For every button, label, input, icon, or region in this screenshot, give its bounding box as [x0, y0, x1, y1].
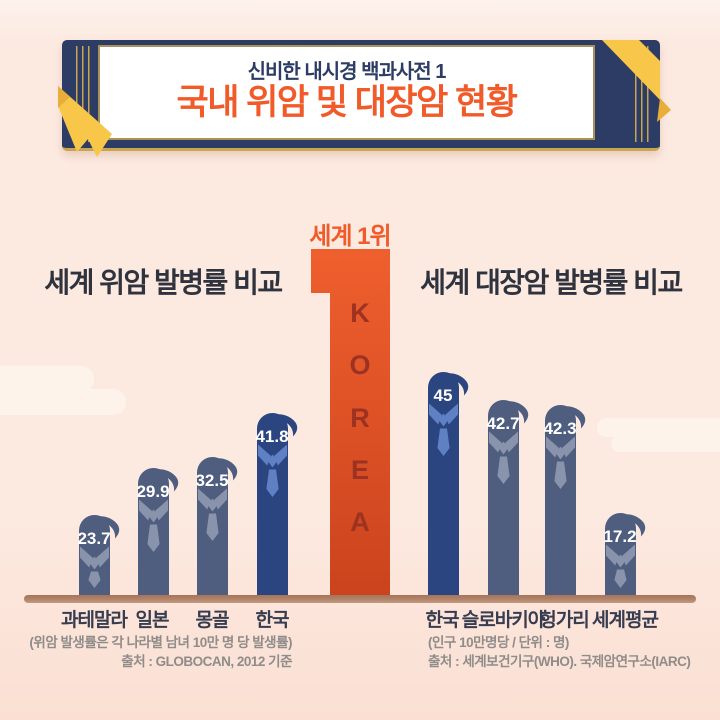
- bar-value-label: 32.5: [195, 471, 229, 490]
- korea-letter: R: [350, 402, 370, 433]
- footnote-note: (인구 10만명당 / 단위 : 명): [428, 635, 569, 650]
- cloud-right-bottom: [611, 435, 720, 452]
- korea-letter: E: [350, 454, 369, 485]
- category-label-세계평균: 세계평균: [592, 610, 659, 631]
- person-bar-icon: [427, 372, 468, 599]
- bar-person-한국: 45: [427, 372, 472, 604]
- chart-title-colorectal-cancer: 세계 대장암 발병률 비교: [420, 267, 683, 298]
- bar-value-label: 42.3: [543, 419, 577, 438]
- person-bar-icon: [78, 515, 119, 599]
- category-label-한국: 한국: [255, 610, 290, 631]
- bar-person-헝가리: 42.3: [543, 405, 589, 604]
- footnote-source: 출처 : 세계보건기구(WHO). 국제암연구소(IARC): [428, 654, 691, 669]
- bar-value-label: 42.7: [486, 414, 520, 433]
- banner-panel: 신비한 내시경 백과사전 1 국내 위암 및 대장암 현황: [98, 45, 595, 140]
- bar-value-label: 23.7: [77, 529, 111, 548]
- bar-value-label: 29.9: [136, 482, 170, 501]
- person-bar-icon: [487, 400, 528, 599]
- category-label-헝가리: 헝가리: [539, 610, 589, 631]
- person-bar-icon: [604, 513, 645, 599]
- header-banner: 신비한 내시경 백과사전 1 국내 위암 및 대장암 현황: [62, 38, 660, 151]
- cloud-left-bottom: [0, 389, 126, 415]
- person-bar-icon: [196, 457, 237, 599]
- bar-person-몽골: 32.5: [195, 457, 241, 604]
- category-label-몽골: 몽골: [195, 610, 230, 631]
- chart-title-stomach-cancer: 세계 위암 발병률 비교: [44, 267, 283, 298]
- korea-letter: A: [350, 507, 370, 537]
- bar-person-슬로바키아: 42.7: [486, 400, 532, 604]
- category-label-일본: 일본: [135, 610, 170, 631]
- person-bar-icon: [544, 405, 585, 599]
- korea-letter: O: [349, 350, 371, 381]
- cloud-left-top: [0, 366, 94, 392]
- footnote-stomach-cancer: (위암 발생률은 각 나라별 남녀 10만 명 당 발생률) 출처 : GLOB…: [16, 633, 292, 671]
- bar-person-한국: 41.8: [255, 413, 301, 604]
- numeral-one-icon: [311, 249, 390, 596]
- banner-subtitle: 신비한 내시경 백과사전 1: [247, 61, 447, 84]
- bar-value-label: 41.8: [255, 427, 289, 446]
- bar-person-일본: 29.9: [136, 468, 182, 604]
- person-bar-icon: [137, 468, 178, 599]
- bar-person-과테말라: 23.7: [77, 515, 123, 604]
- page-title: 국내 위암 및 대장암 현황: [176, 83, 518, 123]
- chart-baseline: [24, 595, 696, 603]
- footnote-colorectal-cancer: (인구 10만명당 / 단위 : 명) 출처 : 세계보건기구(WHO). 국제…: [428, 633, 710, 671]
- world-rank-label: 세계 1위: [309, 223, 391, 250]
- footnote-source: 출처 : GLOBOCAN, 2012 기준: [121, 654, 292, 669]
- gold-pinstripes-right: [635, 46, 650, 142]
- bar-value-label: 45: [433, 386, 453, 405]
- category-label-한국: 한국: [425, 610, 460, 631]
- korea-letter: K: [350, 298, 370, 328]
- category-label-슬로바키아: 슬로바키아: [461, 610, 545, 631]
- bar-value-label: 17.2: [603, 527, 637, 546]
- person-bar-icon: [256, 413, 297, 599]
- cloud-right-top: [597, 418, 720, 437]
- footnote-note: (위암 발생률은 각 나라별 남녀 10만 명 당 발생률): [29, 635, 292, 650]
- category-label-과테말라: 과테말라: [61, 610, 128, 631]
- bar-person-세계평균: 17.2: [603, 513, 649, 604]
- gold-pinstripes-left: [76, 46, 91, 142]
